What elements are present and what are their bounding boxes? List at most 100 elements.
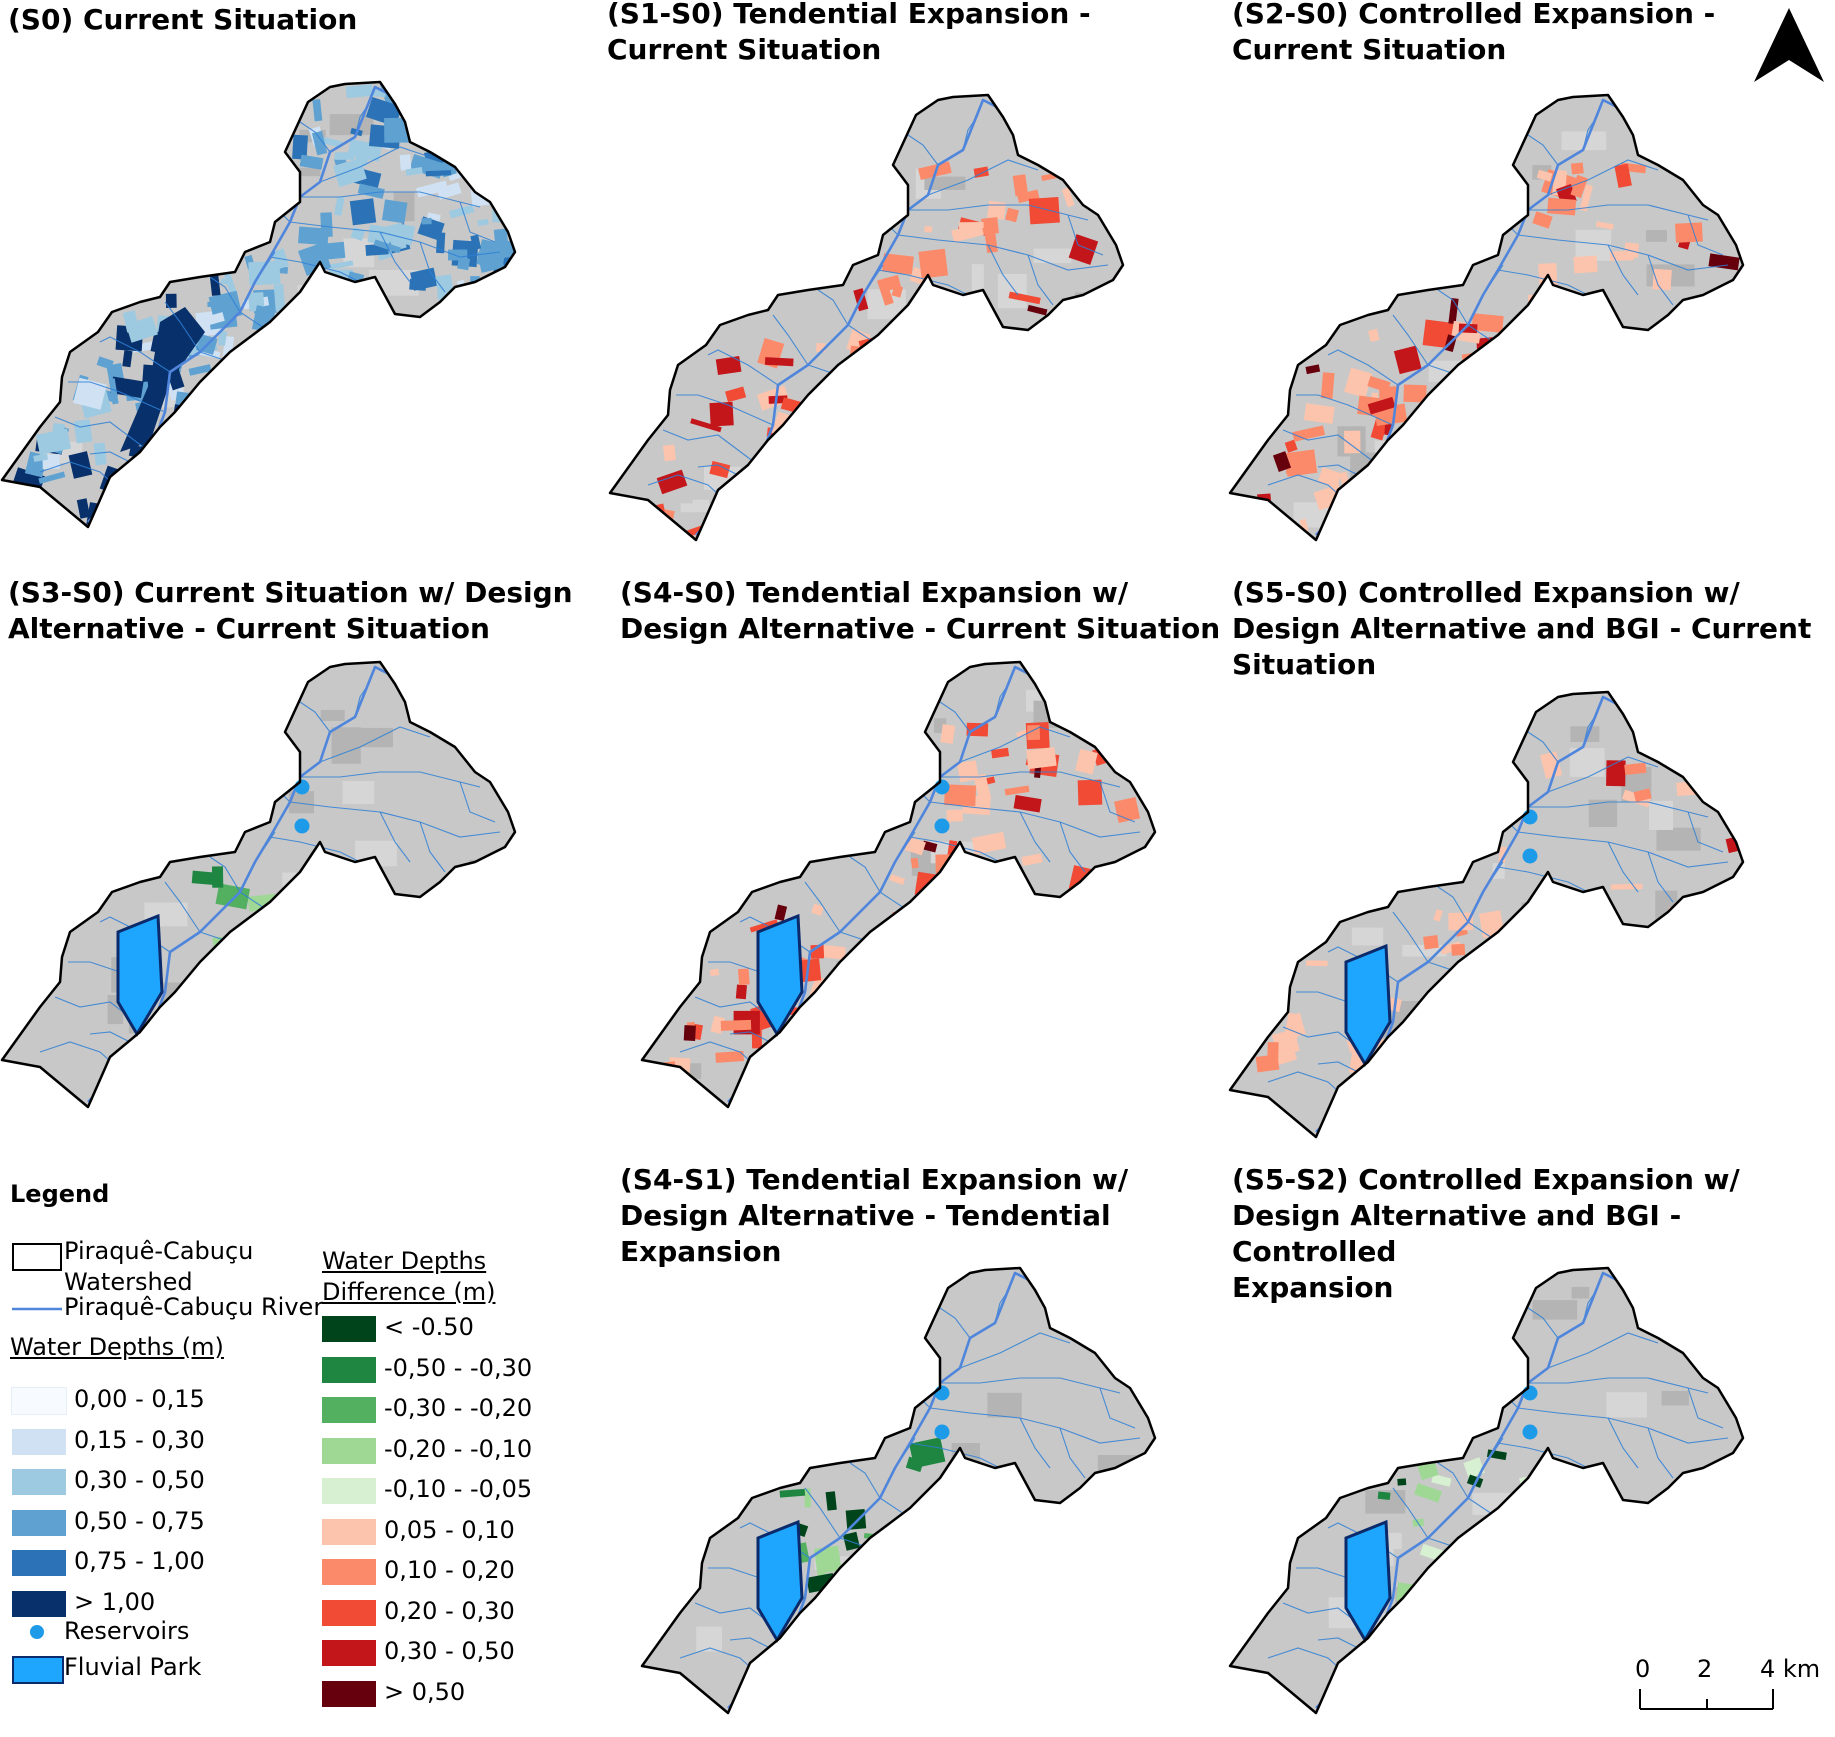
terrain-patch (1661, 1390, 1689, 1406)
stream-line (939, 701, 971, 733)
reservoir-marker (934, 779, 950, 795)
terrain-patch (1351, 927, 1384, 946)
stream-line (254, 771, 291, 803)
scale-label-2: 2 (1697, 1655, 1713, 1683)
stream-line (939, 1307, 971, 1339)
flood-patch (662, 444, 676, 462)
stream-line (757, 464, 839, 501)
flood-patch (1431, 1474, 1452, 1487)
diff-class-swatch (322, 1397, 376, 1423)
panel-title-s3: (S3-S0) Current Situation w/ Design Alte… (8, 576, 573, 645)
stream-line (300, 191, 481, 208)
stream-line (1687, 811, 1724, 853)
flood-patch (299, 154, 324, 170)
flood-patch (273, 283, 286, 312)
flood-patch (1547, 197, 1577, 216)
stream-line (1527, 134, 1559, 166)
terrain-patch (1402, 944, 1447, 957)
stream-line (1437, 289, 1469, 326)
flood-patch (1570, 162, 1584, 175)
stream-line (1528, 1377, 1709, 1394)
terrain-patch (1645, 230, 1667, 242)
flood-patch (1257, 493, 1272, 516)
reservoir-marker (934, 1424, 950, 1440)
reservoir-marker (1522, 848, 1538, 864)
stream-line (927, 159, 1039, 196)
stream-line (164, 881, 201, 933)
depth-class-swatch (11, 1387, 67, 1415)
stream-line (229, 971, 311, 1003)
stream-line (209, 276, 241, 313)
stream-line (1607, 1417, 1639, 1469)
flood-patch (1005, 207, 1019, 223)
terrain-patch (836, 961, 863, 993)
terrain-patch (331, 727, 361, 764)
flood-patch (1498, 846, 1507, 864)
stream-line (54, 416, 151, 453)
flood-patch (898, 310, 921, 339)
stream-line (289, 221, 501, 258)
flood-patch (292, 134, 308, 160)
diff-class-label: -0,50 - -0,30 (384, 1353, 533, 1382)
flood-patch (470, 234, 482, 251)
terrain-patch (1561, 131, 1607, 151)
stream-line (1687, 1387, 1724, 1429)
stream-line (1517, 234, 1729, 271)
flood-patch (96, 356, 114, 370)
stream-line (459, 201, 496, 243)
stream-line (789, 1637, 871, 1674)
panel-title-s1: (S1-S0) Tendential Expansion - Current S… (607, 0, 1091, 66)
terrain-patch (1575, 229, 1612, 261)
stream-line (300, 771, 481, 788)
terrain-patch (1033, 248, 1072, 264)
flood-patch (1652, 268, 1672, 291)
legend: Legend Piraquê-Cabuçu Watershed Piraquê-… (8, 1180, 568, 1720)
map-s4s1 (640, 1266, 1157, 1715)
stream-line (299, 121, 331, 153)
depth-class-label: 0,75 - 1,00 (74, 1547, 205, 1575)
depth-class-swatch (12, 1590, 66, 1617)
stream-line (1377, 464, 1459, 501)
stream-line (849, 856, 881, 893)
flood-patch (92, 508, 122, 522)
stream-line (1607, 841, 1639, 893)
stream-line (229, 391, 311, 423)
flood-patch (1633, 788, 1652, 803)
flood-patch (971, 831, 1007, 855)
diff-class-label: 0,30 - 0,50 (384, 1637, 515, 1665)
flood-patch (1367, 396, 1396, 415)
flood-patch (1284, 1012, 1302, 1041)
depth-class-swatch (12, 1509, 66, 1536)
stream-line (817, 289, 849, 326)
flood-patch (35, 428, 72, 455)
stream-line (908, 204, 1089, 221)
flood-patch (1061, 187, 1075, 208)
flood-patch (1423, 935, 1439, 950)
flood-patch (220, 278, 233, 286)
stream-line (869, 1577, 951, 1609)
flood-patch (405, 166, 423, 176)
flood-patch (909, 1437, 946, 1469)
stream-line (862, 204, 899, 236)
river-swatch (12, 1307, 62, 1311)
deep-zone (120, 307, 205, 452)
stream-line (839, 1567, 906, 1579)
flood-patch (981, 217, 999, 235)
terrain-patch (696, 1626, 723, 1652)
stream-line (1547, 756, 1659, 793)
diff-class-swatch (322, 1680, 376, 1707)
stream-line (707, 349, 779, 386)
flood-patch (73, 377, 107, 410)
diff-class-swatch (322, 1518, 376, 1545)
stream-line (1402, 1597, 1459, 1614)
flood-patch (1451, 943, 1466, 956)
reservoir-marker (294, 779, 310, 795)
stream-line (159, 1011, 211, 1033)
flood-patch (1609, 250, 1635, 261)
legend-river-label: Piraquê-Cabuçu River (64, 1293, 324, 1321)
flood-patch (764, 357, 794, 367)
diff-class-swatch (322, 1316, 376, 1342)
depth-class-label: 0,00 - 0,15 (74, 1385, 205, 1413)
map-s3 (0, 660, 517, 1109)
depth-class-label: 0,15 - 0,30 (74, 1425, 205, 1454)
